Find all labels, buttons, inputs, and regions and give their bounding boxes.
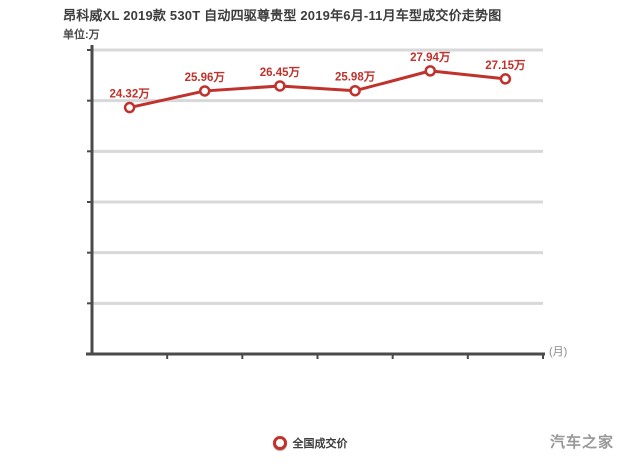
data-point [199,85,211,97]
legend: 全国成交价 [0,432,620,454]
data-point-label: 25.98万 [335,71,376,84]
data-point [349,84,361,97]
data-point-label: 26.45万 [260,66,301,79]
legend-point-marker-icon [272,436,287,450]
data-point-label: 25.96万 [185,71,226,84]
data-point [274,80,286,92]
chart-canvas: 24.32万 25.96万 26.45万 25.98万 27.94万 27.15万 [86,45,545,359]
autohome-watermark: 汽车之家 [549,434,614,451]
legend-series-label: 全国成交价 [292,438,348,450]
data-point [424,65,436,77]
data-point-label: 24.32万 [109,88,150,101]
data-point-label: 27.94万 [410,51,451,64]
trend-line [128,69,507,110]
data-point [123,101,136,114]
y-axis-unit-label: 单位:万 [63,29,100,41]
x-axis-label: (月) [549,346,568,358]
chart-title: 昂科威XL 2019款 530T 自动四驱尊贵型 2019年6月-11月车型成交… [63,8,502,23]
data-point-label: 27.15万 [485,59,526,72]
data-point [499,73,512,85]
